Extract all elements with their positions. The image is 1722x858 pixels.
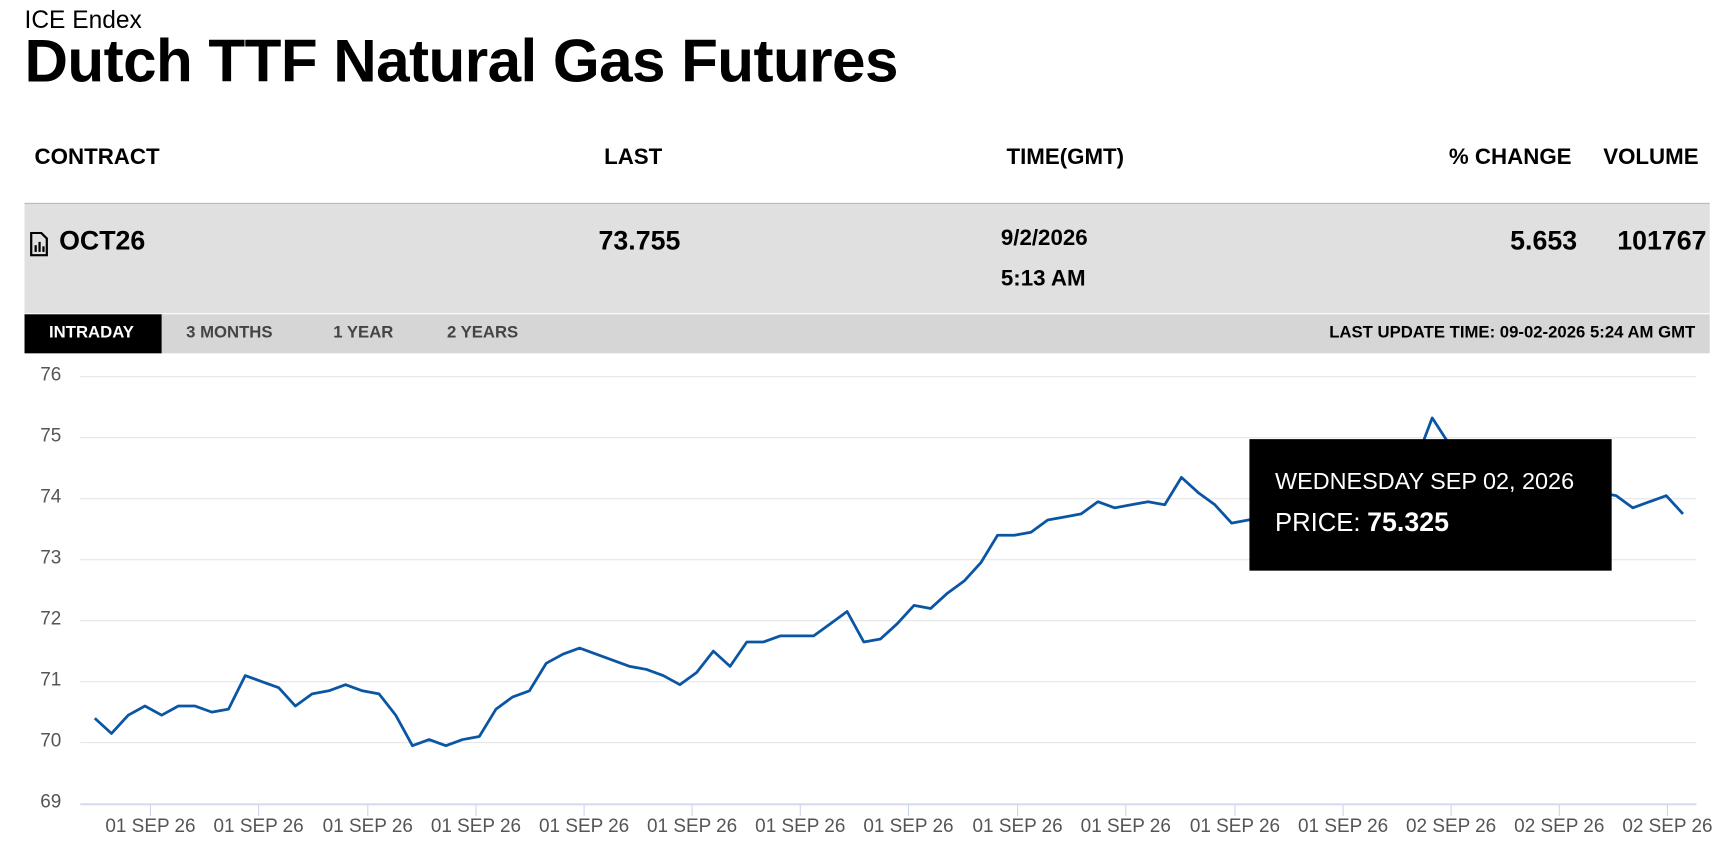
x-tick-label: 02 SEP 26 — [1514, 816, 1604, 837]
x-tick-label: 01 SEP 26 — [1298, 816, 1388, 837]
active-tab[interactable] — [24, 314, 162, 354]
chart-icon — [30, 231, 48, 257]
x-tick-label: 01 SEP 26 — [755, 816, 845, 837]
contract[interactable]: OCT26 — [59, 226, 146, 257]
y-tick-label: 73 — [40, 548, 61, 569]
tooltip-title: WEDNESDAY SEP 02, 2026 — [1275, 468, 1574, 494]
tab[interactable]: 3 MONTHS — [186, 323, 273, 343]
time: 5:13 AM — [1000, 266, 1086, 291]
last-price: 73.755 — [598, 226, 681, 257]
y-tick-label: 76 — [40, 365, 61, 386]
x-tick-label: 01 SEP 26 — [539, 816, 629, 837]
percent-change: 5.653 — [1510, 226, 1578, 257]
tooltip-price: PRICE: 75.325 — [1275, 507, 1449, 537]
y-tick-label: 70 — [40, 731, 61, 752]
x-tick-label: 01 SEP 26 — [973, 816, 1063, 837]
x-tick-label: 01 SEP 26 — [1081, 816, 1171, 837]
column-header: % CHANGE — [1448, 144, 1572, 170]
x-tick-label: 01 SEP 26 — [214, 816, 304, 837]
x-tick-label: 01 SEP 26 — [863, 816, 953, 837]
x-tick-label: 02 SEP 26 — [1406, 816, 1496, 837]
y-tick-label: 72 — [40, 609, 61, 630]
y-tick-label: 69 — [40, 791, 61, 812]
volume: 101767 — [1617, 226, 1707, 257]
tab[interactable]: 1 YEAR — [333, 323, 394, 343]
x-tick-label: 01 SEP 26 — [323, 816, 413, 837]
x-tick-label: 01 SEP 26 — [1190, 816, 1280, 837]
y-tick-label: 74 — [40, 487, 61, 508]
y-tick-label: 71 — [40, 670, 61, 691]
last-update: LAST UPDATE TIME: 09-02-2026 5:24 AM GMT — [1329, 323, 1696, 343]
title: Dutch TTF Natural Gas Futures — [24, 27, 899, 95]
column-header: CONTRACT — [34, 144, 160, 170]
tooltip-label: PRICE: — [1275, 509, 1360, 537]
subtitle: ICE Endex — [24, 5, 142, 34]
tab-bar — [24, 314, 1710, 354]
x-tick-label: 01 SEP 26 — [647, 816, 737, 837]
date: 9/2/2026 — [1000, 226, 1088, 251]
tab[interactable]: 2 YEARS — [446, 323, 519, 343]
x-tick-label: 01 SEP 26 — [105, 816, 195, 837]
y-tick-label: 75 — [40, 426, 61, 447]
tab[interactable]: INTRADAY — [49, 323, 134, 343]
x-tick-label: 01 SEP 26 — [431, 816, 521, 837]
x-tick-label: 02 SEP 26 — [1622, 816, 1712, 837]
column-header: LAST — [604, 144, 663, 170]
contract-row: OCT26 73.755 9/2/2026 5:13 AM 5.653 1017… — [24, 202, 1710, 314]
tooltip — [1249, 439, 1612, 571]
tooltip-value: 75.325 — [1367, 507, 1449, 537]
column-header: TIME(GMT) — [1006, 144, 1125, 170]
column-header: VOLUME — [1603, 144, 1699, 170]
